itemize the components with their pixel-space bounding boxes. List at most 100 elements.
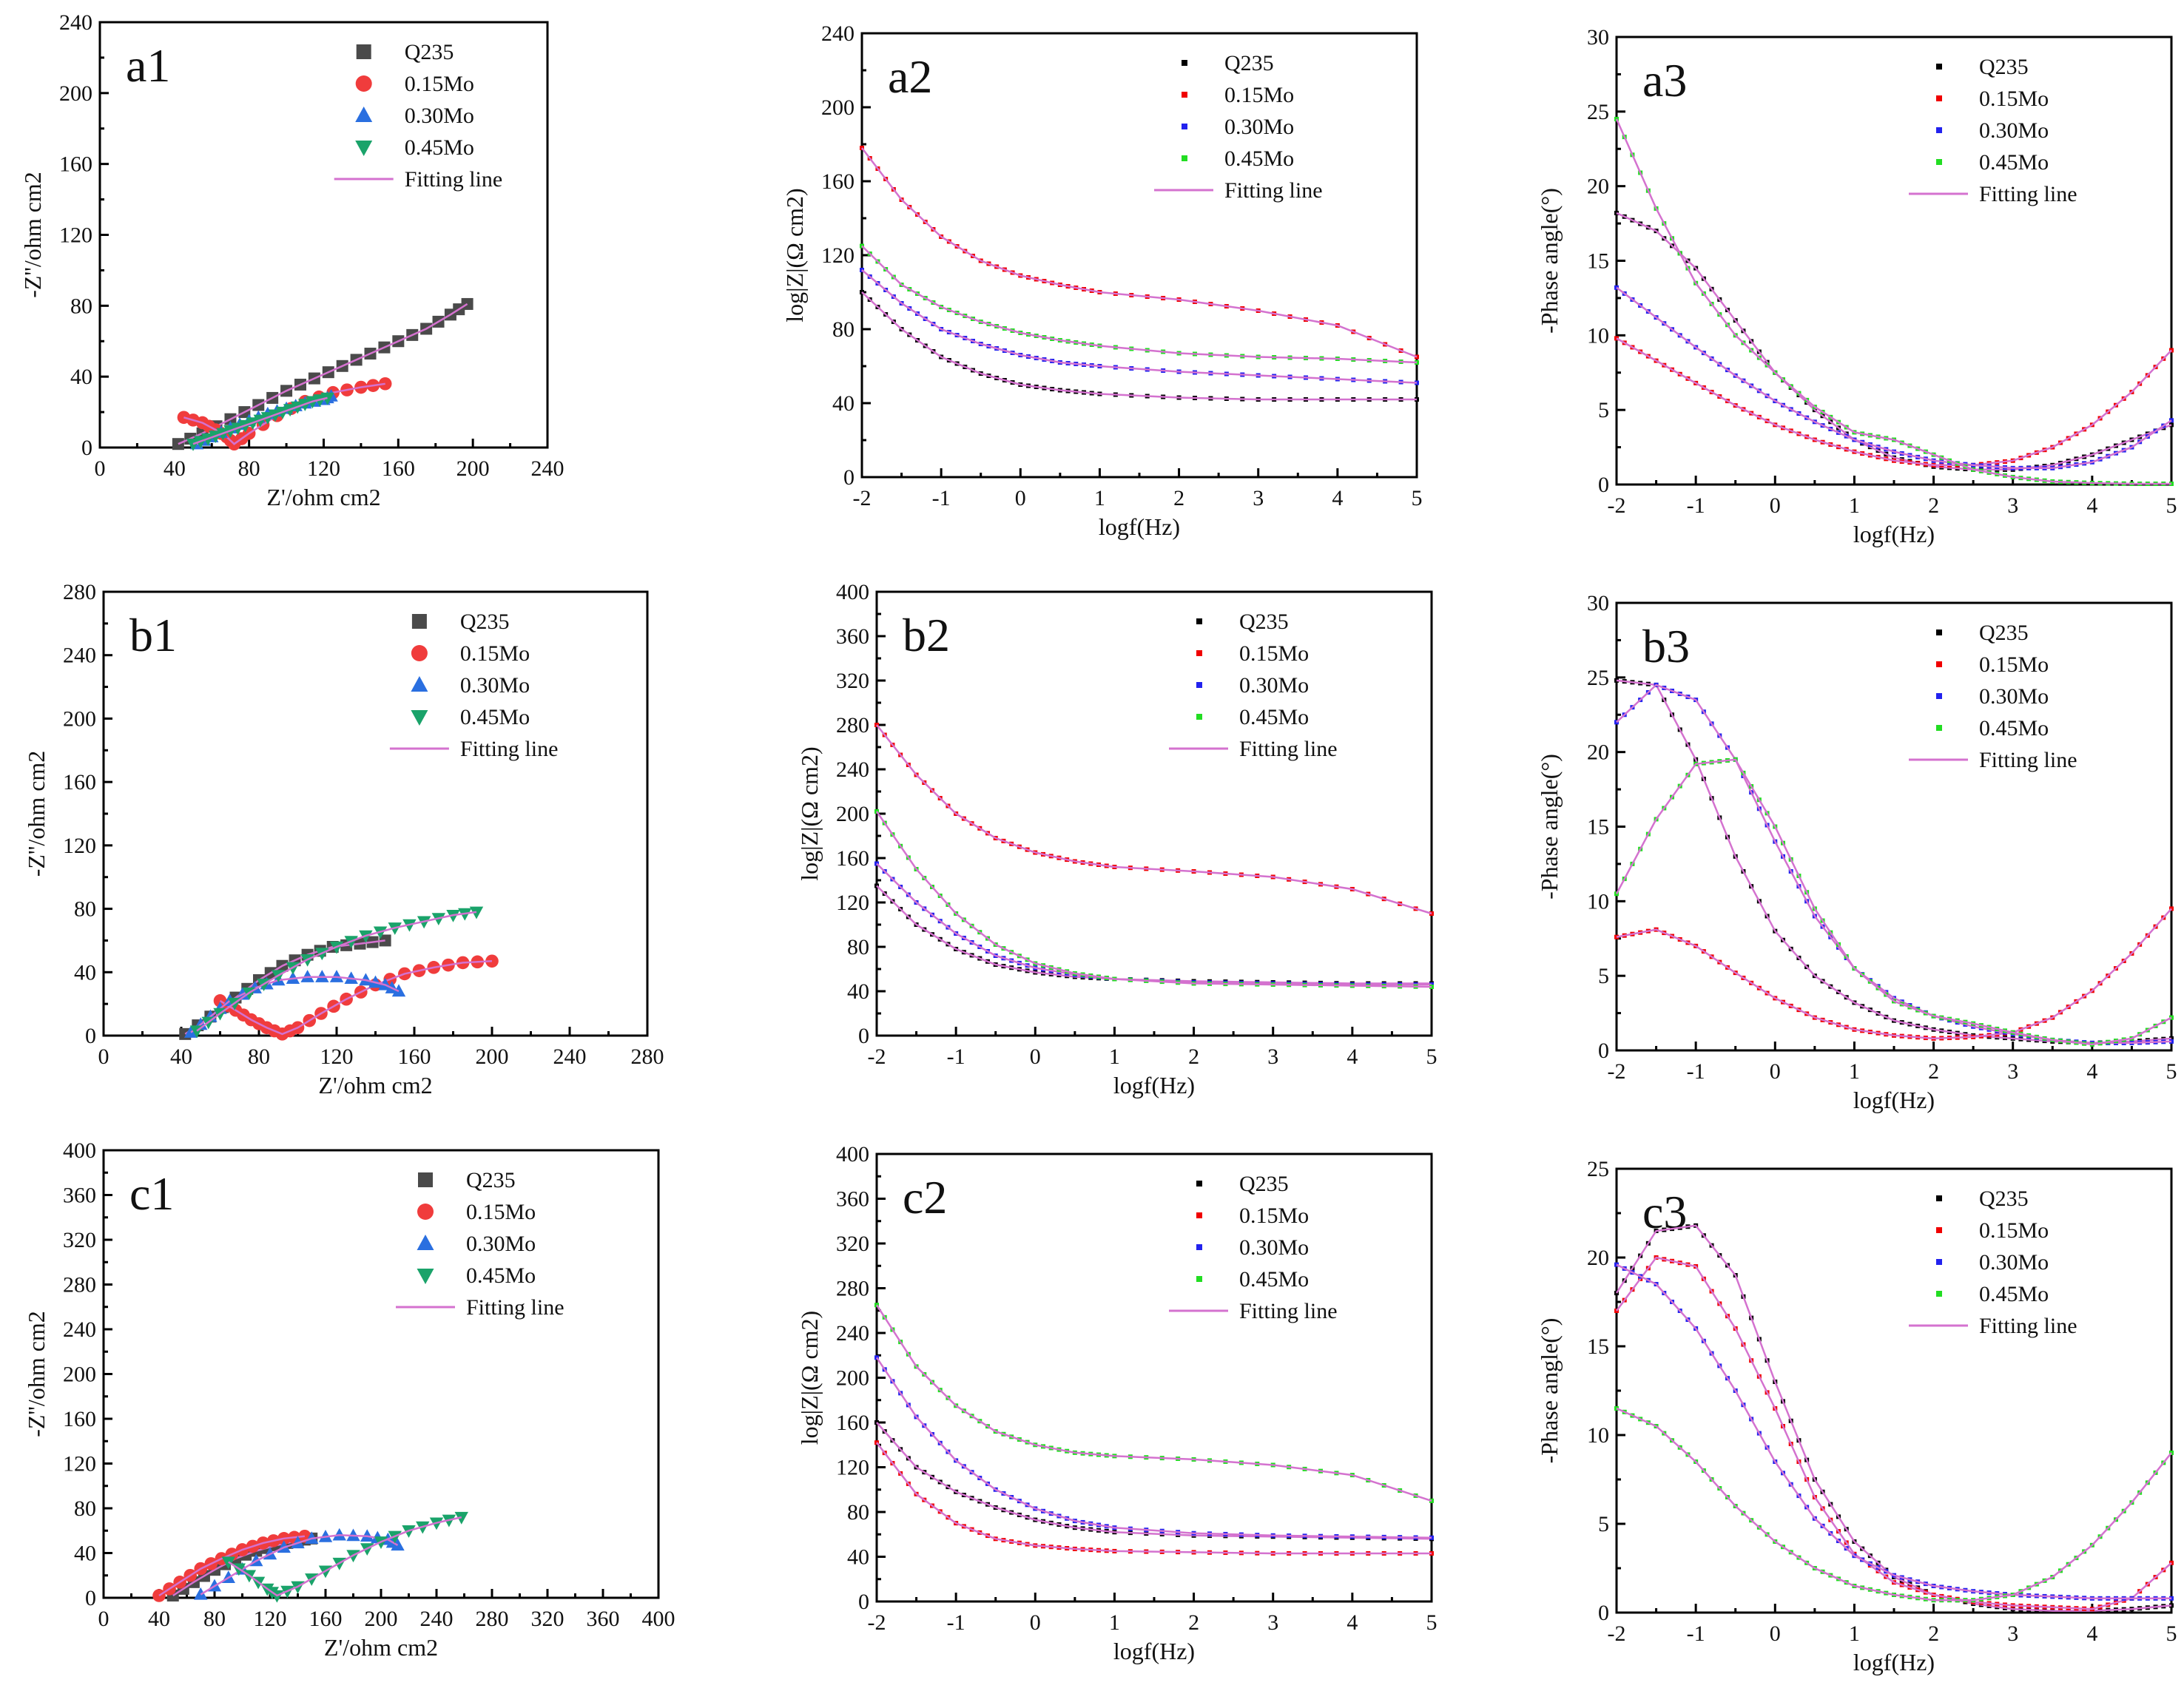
x-tick-label: 3: [1253, 486, 1264, 510]
x-tick-label: 0: [1030, 1044, 1041, 1069]
y-tick-label: 0: [843, 465, 855, 490]
legend-label: Q235: [466, 1168, 516, 1192]
y-tick-label: 280: [836, 713, 869, 738]
legend-label: 0.15Mo: [1239, 1204, 1309, 1228]
legend-label: Q235: [1224, 51, 1274, 75]
y-tick-label: 5: [1598, 1512, 1609, 1536]
x-tick-label: 200: [365, 1607, 398, 1631]
x-tick-label: 2: [1188, 1610, 1199, 1635]
x-tick-label: 240: [420, 1607, 454, 1631]
x-tick-label: 120: [307, 456, 340, 481]
fitting-line: [178, 303, 468, 445]
x-tick-label: 1: [1849, 1059, 1860, 1084]
y-tick-label: 200: [821, 95, 855, 120]
plot-frame: [102, 590, 649, 1037]
y-tick-label: 25: [1587, 100, 1609, 124]
x-tick-label: 1: [1094, 486, 1105, 510]
y-tick-label: 15: [1587, 249, 1609, 274]
x-axis-label: logf(Hz): [1099, 513, 1180, 540]
legend-label: 0.30Mo: [460, 673, 530, 698]
legend-swatch: [1936, 1291, 1942, 1297]
fitting-line: [1616, 679, 2172, 1044]
legend: Q235 0.15Mo 0.30Mo 0.45Mo Fitting line: [1909, 1187, 2077, 1338]
x-tick-label: 280: [476, 1607, 509, 1631]
y-tick-label: 0: [1598, 1039, 1609, 1063]
y-tick-label: 120: [836, 891, 869, 915]
y-tick-label: 120: [821, 243, 855, 268]
legend-label: Fitting line: [466, 1295, 564, 1320]
legend-label: Q235: [1979, 55, 2029, 79]
series-0.45Mo: [1614, 116, 2174, 486]
x-tick-label: 240: [553, 1044, 587, 1069]
fitting-line: [196, 911, 477, 1032]
legend-swatch: [1936, 1227, 1942, 1233]
data-point: [172, 438, 184, 450]
y-tick-label: 25: [1587, 666, 1609, 690]
y-tick-label: 120: [59, 223, 92, 248]
y-axis-label: -Phase angle(°): [1536, 188, 1563, 334]
y-tick-label: 5: [1598, 964, 1609, 988]
y-tick-label: 30: [1587, 25, 1609, 50]
panel-b1: 0 40 80 120 160 200 240 280 0 40 80 120 160 200 240 280…: [23, 580, 664, 1098]
legend-label: Fitting line: [1979, 748, 2077, 772]
x-tick-label: 160: [398, 1044, 431, 1069]
data-point: [874, 1303, 879, 1308]
fitting-line: [861, 245, 1418, 364]
y-tick-label: 0: [858, 1024, 869, 1048]
y-tick-label: 400: [836, 580, 869, 604]
y-tick-label: 0: [81, 436, 92, 460]
panel-a3: -2 -1 0 1 2 3 4 5 0 5 10 15 20 25 30 logf(Hz) -Phase ang…: [1536, 25, 2177, 547]
x-tick-label: 5: [1412, 486, 1423, 510]
y-tick-label: 240: [836, 757, 869, 782]
fitting-line: [1616, 1407, 2172, 1601]
legend-label: 0.45Mo: [466, 1263, 536, 1288]
y-tick-label: 280: [63, 1273, 96, 1297]
series-0.15Mo: [860, 146, 1419, 360]
y-tick-label: 160: [59, 152, 92, 177]
x-tick-label: 320: [531, 1607, 564, 1631]
panel-label: b3: [1642, 620, 1690, 672]
x-tick-label: -1: [932, 486, 951, 510]
y-tick-label: 240: [63, 1317, 96, 1342]
x-tick-label: 3: [1267, 1610, 1278, 1635]
fitting-line: [861, 291, 1417, 401]
y-tick-label: 160: [821, 169, 855, 194]
x-tick-label: 80: [248, 1044, 270, 1069]
plot-frame: [1615, 36, 2173, 486]
y-tick-label: 240: [63, 644, 96, 668]
series-Q235: [860, 290, 1419, 402]
series-0.45Mo: [1614, 757, 2174, 1047]
legend-label: 0.15Mo: [1224, 83, 1294, 107]
y-tick-label: 200: [63, 706, 96, 731]
legend-swatch: [356, 44, 371, 59]
panel-label: c1: [129, 1167, 174, 1220]
legend-swatch: [1936, 725, 1942, 731]
legend-swatch: [411, 614, 427, 629]
fitting-line: [219, 960, 493, 1036]
x-tick-label: 1: [1109, 1044, 1120, 1069]
x-tick-label: 80: [238, 456, 260, 481]
legend-swatch: [1936, 1259, 1942, 1265]
legend-swatch: [1936, 95, 1942, 101]
x-tick-label: 3: [2007, 1059, 2018, 1084]
legend-swatch: [417, 1235, 434, 1250]
panel-a1: 0 40 80 120 160 200 240 0 40 80 120 160 200 240 Z'/ohm…: [19, 10, 564, 510]
fitting-line: [875, 1357, 1432, 1539]
y-tick-label: 20: [1587, 1246, 1609, 1270]
legend-swatch: [1182, 124, 1187, 129]
panel-label: a3: [1642, 54, 1687, 107]
y-tick-label: 320: [63, 1228, 96, 1252]
y-tick-label: 80: [74, 1496, 96, 1521]
x-tick-label: 2: [1928, 1059, 1939, 1084]
y-tick-label: 360: [63, 1184, 96, 1208]
panel-c1: 0 40 80 120 160 200 240 280 320 360 400 0 40 80 120 160…: [23, 1138, 675, 1661]
y-tick-label: 0: [85, 1586, 96, 1610]
legend-label: 0.45Mo: [1979, 716, 2049, 740]
fitting-line: [875, 1304, 1432, 1502]
x-tick-label: 1: [1849, 493, 1860, 518]
panel-label: c2: [903, 1171, 947, 1223]
legend-label: 0.30Mo: [466, 1232, 536, 1256]
fitting-line: [1616, 286, 2172, 470]
x-tick-label: 4: [1332, 486, 1343, 510]
legend-swatch: [418, 1172, 433, 1187]
